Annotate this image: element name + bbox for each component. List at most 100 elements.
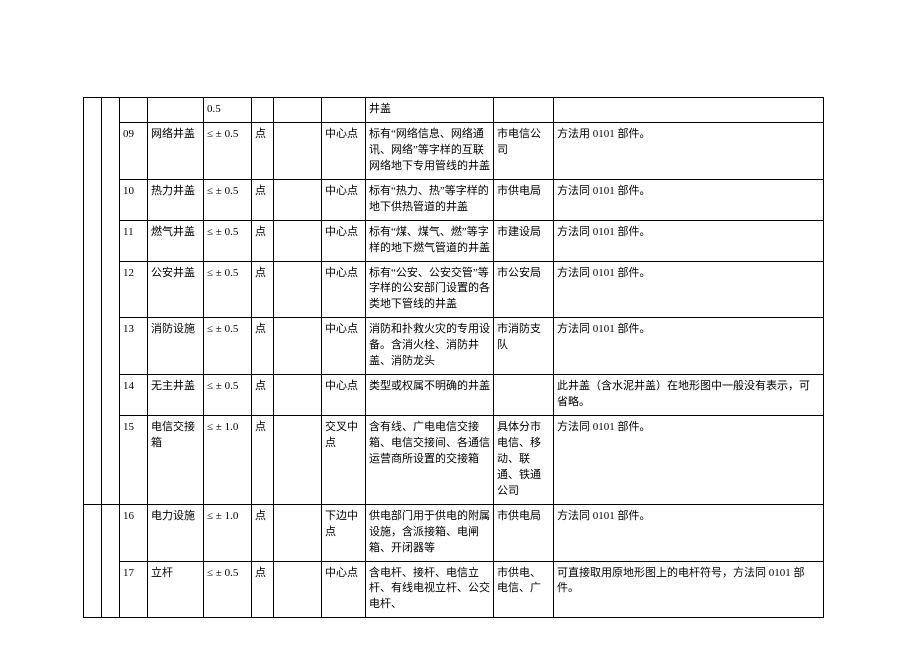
- cell: 具体分市电信、移动、联通、铁通公司: [494, 416, 554, 505]
- cell: 中心点: [322, 375, 366, 416]
- cell: [274, 179, 322, 220]
- cell: ≤ ± 0.5: [204, 261, 252, 318]
- cell: 15: [120, 416, 148, 505]
- cell: 方法同 0101 部件。: [554, 318, 824, 375]
- cell: 含电杆、接杆、电信立杆、有线电视立杆、公交电杆、: [366, 561, 494, 618]
- cell: 标有“网络信息、网络通讯、网络”等字样的互联网络地下专用管线的井盖: [366, 122, 494, 179]
- cell: 无主井盖: [148, 375, 204, 416]
- cell: [274, 375, 322, 416]
- cell: 含有线、广电电信交接箱、电信交接间、各通信运营商所设置的交接箱: [366, 416, 494, 505]
- cell: 标有“煤、煤气、燃”等字样的地下燃气管道的井盖: [366, 220, 494, 261]
- cell: 中心点: [322, 561, 366, 618]
- cell: 可直接取用原地形图上的电杆符号，方法同 0101 部件。: [554, 561, 824, 618]
- cell: [274, 220, 322, 261]
- cell: 标有“热力、热”等字样的地下供热管道的井盖: [366, 179, 494, 220]
- cell: [252, 98, 274, 123]
- cell: ≤ ± 0.5: [204, 561, 252, 618]
- cell: 电信交接箱: [148, 416, 204, 505]
- cell: 市供电局: [494, 179, 554, 220]
- cell: 网络井盖: [148, 122, 204, 179]
- cell: 标有“公安、公安交管”等字样的公安部门设置的各类地下管线的井盖: [366, 261, 494, 318]
- table-row: 14 无主井盖 ≤ ± 0.5 点 中心点 类型或权属不明确的井盖 此井盖（含水…: [84, 375, 824, 416]
- cell: 中心点: [322, 179, 366, 220]
- table-row: 12 公安井盖 ≤ ± 0.5 点 中心点 标有“公安、公安交管”等字样的公安部…: [84, 261, 824, 318]
- cell: 10: [120, 179, 148, 220]
- cell: 中心点: [322, 220, 366, 261]
- cell: 消防和扑救火灾的专用设备。含消火栓、消防井盖、消防龙头: [366, 318, 494, 375]
- cell: 中心点: [322, 318, 366, 375]
- cell: 方法同 0101 部件。: [554, 179, 824, 220]
- table-row: 11 燃气井盖 ≤ ± 0.5 点 中心点 标有“煤、煤气、燃”等字样的地下燃气…: [84, 220, 824, 261]
- cell: 0.5: [204, 98, 252, 123]
- cell: 市电信公司: [494, 122, 554, 179]
- cell: 点: [252, 504, 274, 561]
- cell: 12: [120, 261, 148, 318]
- table-row: 0.5 井盖: [84, 98, 824, 123]
- cell: 市供电局: [494, 504, 554, 561]
- cell: ≤ ± 0.5: [204, 122, 252, 179]
- cell: 点: [252, 179, 274, 220]
- cell: ≤ ± 0.5: [204, 318, 252, 375]
- cell: 17: [120, 561, 148, 618]
- cell: ≤ ± 1.0: [204, 416, 252, 505]
- cell: 供电部门用于供电的附属设施，含派接箱、电闸箱、开闭器等: [366, 504, 494, 561]
- cell: 点: [252, 261, 274, 318]
- cell: 下边中点: [322, 504, 366, 561]
- cell: 市消防支队: [494, 318, 554, 375]
- cell: [120, 98, 148, 123]
- cell: 方法同 0101 部件。: [554, 504, 824, 561]
- cell: [322, 98, 366, 123]
- cell: ≤ ± 0.5: [204, 220, 252, 261]
- cell: 类型或权属不明确的井盖: [366, 375, 494, 416]
- cell: [274, 98, 322, 123]
- cell: 公安井盖: [148, 261, 204, 318]
- cell: [274, 318, 322, 375]
- cell: 方法同 0101 部件。: [554, 416, 824, 505]
- cell: [274, 261, 322, 318]
- table-row: 09 网络井盖 ≤ ± 0.5 点 中心点 标有“网络信息、网络通讯、网络”等字…: [84, 122, 824, 179]
- cell: 市公安局: [494, 261, 554, 318]
- cell: 立杆: [148, 561, 204, 618]
- cell: 中心点: [322, 261, 366, 318]
- cell: 消防设施: [148, 318, 204, 375]
- cell: 13: [120, 318, 148, 375]
- cell: 16: [120, 504, 148, 561]
- table-row: 17 立杆 ≤ ± 0.5 点 中心点 含电杆、接杆、电信立杆、有线电视立杆、公…: [84, 561, 824, 618]
- cell: 市建设局: [494, 220, 554, 261]
- cell: [274, 122, 322, 179]
- cell: 电力设施: [148, 504, 204, 561]
- cell: 方法用 0101 部件。: [554, 122, 824, 179]
- group-col-a: [84, 504, 102, 618]
- cell: [274, 504, 322, 561]
- cell: ≤ ± 1.0: [204, 504, 252, 561]
- cell: 方法同 0101 部件。: [554, 261, 824, 318]
- cell: [148, 98, 204, 123]
- group-col-b: [102, 504, 120, 618]
- table-row: 10 热力井盖 ≤ ± 0.5 点 中心点 标有“热力、热”等字样的地下供热管道…: [84, 179, 824, 220]
- group-col-b: [102, 98, 120, 505]
- cell: 市供电、电信、广: [494, 561, 554, 618]
- cell: ≤ ± 0.5: [204, 179, 252, 220]
- cell: 方法同 0101 部件。: [554, 220, 824, 261]
- cell: ≤ ± 0.5: [204, 375, 252, 416]
- table-row: 15 电信交接箱 ≤ ± 1.0 点 交叉中点 含有线、广电电信交接箱、电信交接…: [84, 416, 824, 505]
- cell: 井盖: [366, 98, 494, 123]
- cell: 点: [252, 122, 274, 179]
- cell: 点: [252, 561, 274, 618]
- cell: 燃气井盖: [148, 220, 204, 261]
- cell: [554, 98, 824, 123]
- spec-table: 0.5 井盖 09 网络井盖 ≤ ± 0.5 点 中心点 标有“网络信息、网络通…: [83, 97, 824, 618]
- group-col-a: [84, 98, 102, 505]
- cell: 交叉中点: [322, 416, 366, 505]
- cell: 14: [120, 375, 148, 416]
- cell: 热力井盖: [148, 179, 204, 220]
- cell: 11: [120, 220, 148, 261]
- cell: 09: [120, 122, 148, 179]
- cell: 此井盖（含水泥井盖）在地形图中一般没有表示，可省略。: [554, 375, 824, 416]
- table-row: 16 电力设施 ≤ ± 1.0 点 下边中点 供电部门用于供电的附属设施，含派接…: [84, 504, 824, 561]
- cell: 点: [252, 318, 274, 375]
- cell: [494, 375, 554, 416]
- cell: 中心点: [322, 122, 366, 179]
- cell: 点: [252, 375, 274, 416]
- table-row: 13 消防设施 ≤ ± 0.5 点 中心点 消防和扑救火灾的专用设备。含消火栓、…: [84, 318, 824, 375]
